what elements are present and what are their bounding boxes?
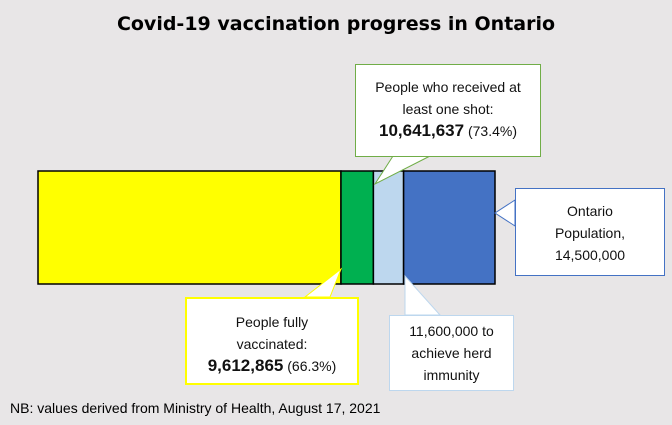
- bar-segment-3: [402, 170, 496, 285]
- bar-segment-1: [340, 170, 375, 285]
- bar-segment-0: [37, 170, 342, 285]
- callout-text: least one shot:: [402, 101, 494, 117]
- callout-population: Ontario Population, 14,500,000: [515, 188, 665, 276]
- callout-text: vaccinated:: [236, 336, 308, 352]
- callout-pointer-population: [494, 199, 516, 227]
- callout-value: 10,641,637: [378, 121, 465, 140]
- callout-text: achieve herd: [411, 345, 492, 361]
- bar-segment-2: [372, 170, 405, 285]
- callout-text: Population,: [554, 225, 626, 241]
- callout-text: immunity: [423, 367, 480, 383]
- callout-text: People fully: [235, 314, 309, 330]
- callout-percent: (66.3%): [287, 358, 337, 374]
- callout-text: 11,600,000 to: [409, 323, 494, 339]
- callout-text: People who received at: [375, 79, 521, 95]
- callout-fully: People fully vaccinated: 9,612,865 (66.3…: [185, 297, 359, 385]
- callout-percent: (73.4%): [467, 123, 517, 139]
- callout-text: Ontario: [567, 203, 613, 219]
- chart-title: Covid-19 vaccination progress in Ontario: [116, 13, 556, 35]
- callout-herd: 11,600,000 to achieve herd immunity: [389, 315, 514, 391]
- source-note: NB: values derived from Ministry of Heal…: [10, 400, 381, 416]
- callout-value: 9,612,865: [207, 356, 284, 375]
- callout-value: 14,500,000: [554, 247, 626, 263]
- callout-one-shot: People who received at least one shot: 1…: [355, 64, 541, 157]
